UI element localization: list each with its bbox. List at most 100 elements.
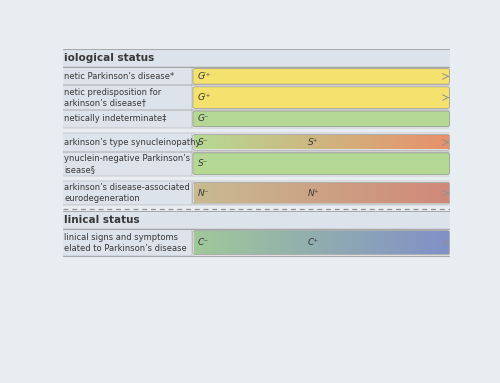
Bar [238, 183, 240, 203]
Bar [214, 135, 216, 149]
Bar [340, 231, 341, 254]
Bar [349, 231, 350, 254]
Bar [296, 135, 298, 149]
Bar [358, 135, 359, 149]
Bar [290, 231, 292, 254]
Bar [402, 231, 403, 254]
Bar [208, 231, 209, 254]
Bar [203, 135, 204, 149]
Bar [268, 135, 270, 149]
Bar [379, 183, 380, 203]
Bar [228, 231, 229, 254]
Bar [373, 183, 374, 203]
Bar [365, 183, 366, 203]
Bar [416, 183, 418, 203]
Bar [202, 135, 203, 149]
Bar [416, 135, 418, 149]
Bar [306, 231, 308, 254]
Bar [345, 135, 346, 149]
Bar [394, 135, 396, 149]
Bar [248, 183, 250, 203]
Bar [262, 231, 264, 254]
Bar [362, 183, 363, 203]
Bar [406, 183, 407, 203]
Bar [242, 183, 243, 203]
Bar [192, 229, 450, 256]
Bar [329, 183, 330, 203]
Bar [192, 110, 450, 128]
Bar [198, 231, 199, 254]
Bar [339, 183, 340, 203]
FancyBboxPatch shape [193, 111, 450, 127]
Bar [351, 183, 352, 203]
Bar [234, 231, 235, 254]
Bar [347, 135, 348, 149]
Bar [337, 183, 338, 203]
Bar [394, 135, 395, 149]
Bar [238, 135, 239, 149]
Bar [302, 135, 304, 149]
Bar [240, 183, 241, 203]
Bar [206, 135, 207, 149]
Bar [224, 135, 226, 149]
Bar [334, 183, 336, 203]
Bar [402, 135, 404, 149]
Bar [254, 183, 256, 203]
Bar [242, 231, 244, 254]
Bar [381, 135, 382, 149]
Bar [332, 135, 334, 149]
Bar [316, 183, 318, 203]
Bar [226, 231, 228, 254]
Bar [315, 231, 316, 254]
Bar [402, 183, 404, 203]
Bar [242, 183, 244, 203]
Bar [220, 231, 221, 254]
Bar [432, 231, 434, 254]
Bar [254, 231, 256, 254]
Bar [250, 231, 252, 254]
Bar [62, 229, 192, 256]
Bar [272, 231, 274, 254]
Bar [390, 183, 391, 203]
Bar [311, 231, 312, 254]
Bar [434, 135, 436, 149]
Bar [363, 135, 364, 149]
Bar [375, 183, 376, 203]
Bar [359, 231, 360, 254]
Bar [62, 49, 450, 67]
Bar [398, 135, 400, 149]
Bar [346, 135, 347, 149]
Bar [203, 183, 204, 203]
Bar [209, 135, 210, 149]
Bar [198, 183, 199, 203]
Bar [438, 183, 440, 203]
Bar [396, 183, 397, 203]
Bar [341, 183, 342, 203]
Bar [426, 183, 427, 203]
Bar [294, 135, 296, 149]
Bar [340, 183, 341, 203]
Bar [331, 135, 332, 149]
Bar [436, 135, 438, 149]
Bar [278, 135, 280, 149]
Bar [288, 231, 290, 254]
Bar [364, 183, 365, 203]
Bar [322, 183, 324, 203]
Bar [353, 231, 354, 254]
Bar [246, 231, 247, 254]
Bar [250, 135, 252, 149]
Bar [311, 135, 312, 149]
Bar [372, 231, 373, 254]
Bar [214, 135, 215, 149]
Bar [209, 183, 210, 203]
Bar [368, 231, 369, 254]
Bar [278, 183, 280, 203]
Bar [213, 231, 214, 254]
Bar [424, 231, 426, 254]
Bar [307, 183, 308, 203]
Bar [392, 231, 393, 254]
Bar [390, 135, 391, 149]
Bar [355, 135, 356, 149]
Bar [428, 135, 429, 149]
Bar [197, 231, 198, 254]
